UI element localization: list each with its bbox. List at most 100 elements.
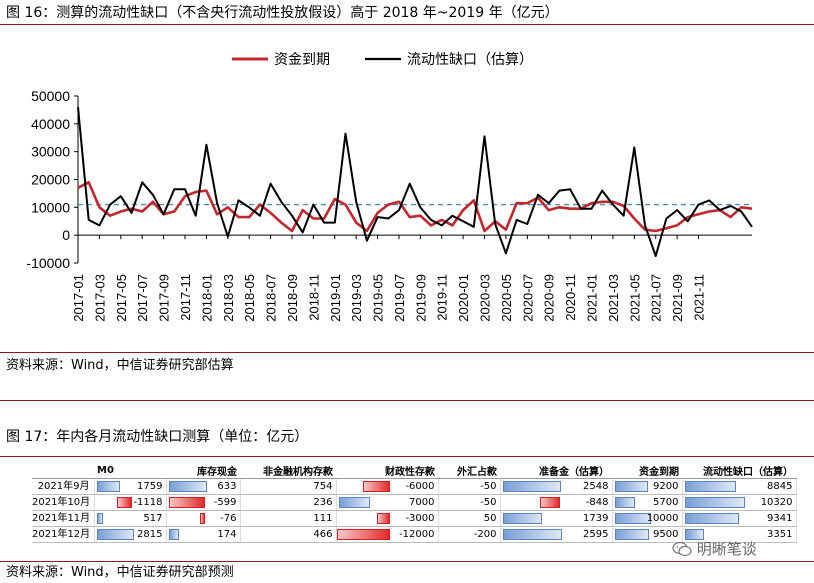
data-bar <box>614 529 649 540</box>
series-line-1 <box>77 181 753 233</box>
table-corner-cell <box>32 463 94 479</box>
x-tick-label: 2019-11 <box>435 274 450 321</box>
column-header: 财政性存款 <box>336 463 438 479</box>
y-tick-label: 50000 <box>31 88 70 104</box>
table-cell: -12000 <box>336 526 439 543</box>
x-tick-label: 2019-07 <box>392 274 407 322</box>
legend-label-1: 资金到期 <box>274 52 330 68</box>
column-header: 库存现金 <box>166 463 240 479</box>
figure17-bottom-rule <box>0 561 814 562</box>
x-tick-label: 2018-01 <box>199 274 214 322</box>
column-header: 准备金（估算） <box>500 463 612 479</box>
table-cell: 9341 <box>682 510 797 527</box>
data-bar <box>684 481 737 492</box>
data-bar <box>168 497 205 508</box>
x-tick-label: 2021-05 <box>627 274 642 322</box>
x-tick-label: 2020-09 <box>542 274 557 322</box>
table-cell: 2548 <box>500 478 613 495</box>
data-bar <box>502 481 561 492</box>
series-line-2 <box>77 107 753 257</box>
table-cell: 2595 <box>500 526 613 543</box>
table-cell: 517 <box>94 510 167 527</box>
table-cell: 10000 <box>612 510 683 527</box>
x-tick-label: 2018-07 <box>264 274 279 322</box>
data-bar <box>200 513 205 524</box>
data-bar <box>363 481 391 492</box>
x-tick-label: 2017-07 <box>135 274 150 322</box>
y-tick-label: -10000 <box>26 255 70 271</box>
table-row: 2021年9月 1759 633 754 -6000 -50 2548 9200 8845 <box>32 478 797 495</box>
table-row: 2021年12月 2815 174 466 -12000 -200 2595 9500 3351 <box>32 526 797 543</box>
figure17-top-rule <box>0 456 814 457</box>
row-label: 2021年12月 <box>32 526 95 543</box>
x-tick-label: 2020-03 <box>478 274 493 322</box>
column-header: 非金融机构存款 <box>240 463 336 479</box>
table-row: 2021年10月 -1118 -599 236 7000 -50 -848 5700 10320 <box>32 494 797 511</box>
data-bar <box>614 513 651 524</box>
row-label: 2021年10月 <box>32 494 95 511</box>
data-bar <box>614 481 648 492</box>
table-cell: 754 <box>240 478 337 495</box>
x-tick-label: 2020-07 <box>520 274 535 322</box>
x-tick-label: 2021-01 <box>585 274 600 322</box>
table-cell: -200 <box>438 526 501 543</box>
data-bar <box>338 497 370 508</box>
data-bar <box>614 497 636 508</box>
section-divider <box>0 400 814 401</box>
liquidity-gap-line-chart: -10000 0 10000 20000 30000 40000 50000 2017-01 2… <box>26 52 753 322</box>
table-cell: 466 <box>240 526 337 543</box>
column-header: 流动性缺口（估算） <box>682 463 796 479</box>
table-cell: 10320 <box>682 494 797 511</box>
y-tick-label: 30000 <box>31 144 70 160</box>
table-cell: 5700 <box>612 494 683 511</box>
data-bar <box>684 529 705 540</box>
table-cell: 174 <box>166 526 241 543</box>
y-tick-label: 0 <box>62 227 70 243</box>
table-cell: 7000 <box>336 494 439 511</box>
table-cell: 1759 <box>94 478 167 495</box>
x-tick-label: 2021-09 <box>670 274 685 322</box>
table-body: 2021年9月 1759 633 754 -6000 -50 2548 9200 8845 202… <box>32 478 797 543</box>
y-tick-label: 10000 <box>31 199 70 215</box>
x-tick-label: 2021-11 <box>692 274 707 321</box>
data-bar <box>502 513 543 524</box>
table-cell: -50 <box>438 494 501 511</box>
table-header-row: M0 库存现金 非金融机构存款 财政性存款 外汇占款 准备金（估算） 资金到期 流动性缺口（估… <box>32 463 796 479</box>
figure17-source: 资料来源：Wind，中信证券研究部预测 <box>6 565 234 580</box>
x-tick-label: 2017-05 <box>114 274 129 322</box>
x-tick-label: 2017-03 <box>92 274 107 322</box>
data-bar <box>684 513 740 524</box>
data-bar <box>96 529 134 540</box>
column-header: M0 <box>94 463 166 479</box>
data-bar <box>168 481 207 492</box>
table-cell: 9200 <box>612 478 683 495</box>
table-cell: -599 <box>166 494 241 511</box>
y-tick-label: 40000 <box>31 116 70 132</box>
table-cell: 2815 <box>94 526 167 543</box>
x-tick-label: 2019-01 <box>328 274 343 322</box>
table-cell: 8845 <box>682 478 797 495</box>
table-cell: -6000 <box>336 478 439 495</box>
table-cell: 50 <box>438 510 501 527</box>
table-row: 2021年11月 517 -76 111 -3000 50 1739 10000 9341 <box>32 510 797 527</box>
data-bar <box>96 513 104 524</box>
column-header: 资金到期 <box>612 463 682 479</box>
table-cell: -3000 <box>336 510 439 527</box>
liquidity-gap-table: M0 库存现金 非金融机构存款 财政性存款 外汇占款 准备金（估算） 资金到期 流动性缺口（估… <box>32 463 797 543</box>
table-cell: 9500 <box>612 526 683 543</box>
data-bar <box>376 513 391 524</box>
data-bar <box>684 497 745 508</box>
table-cell: 3351 <box>682 526 797 543</box>
legend-label-2: 流动性缺口（估算） <box>407 52 533 68</box>
x-tick-label: 2019-05 <box>371 274 386 322</box>
table-cell: -50 <box>438 478 501 495</box>
figure16-bottom-rule <box>0 352 814 353</box>
table-cell: 111 <box>240 510 337 527</box>
data-bar <box>540 497 560 508</box>
x-tick-label: 2019-03 <box>349 274 364 322</box>
row-label: 2021年11月 <box>32 510 95 527</box>
x-tick-label: 2017-09 <box>157 274 172 322</box>
table-cell: -1118 <box>94 494 167 511</box>
x-tick-label: 2019-09 <box>413 274 428 322</box>
figure16-top-rule <box>0 24 814 25</box>
